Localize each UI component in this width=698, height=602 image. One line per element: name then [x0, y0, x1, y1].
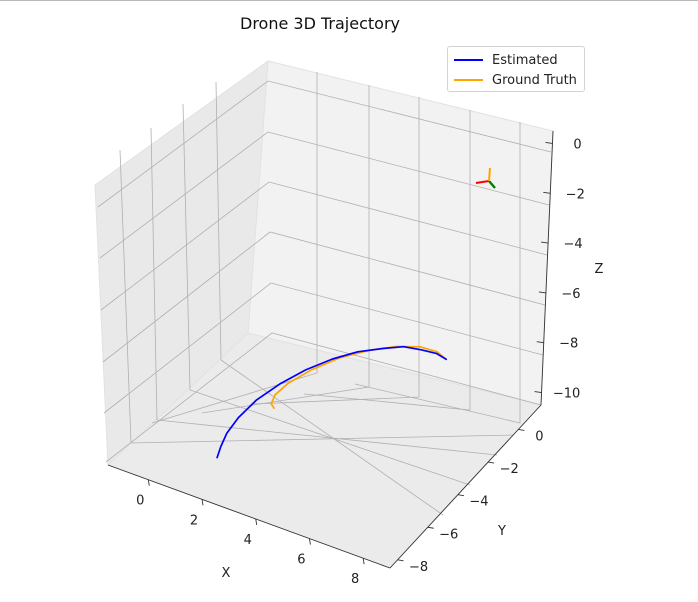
y-tick-label: −8	[409, 560, 428, 575]
y-axis-line	[389, 404, 542, 569]
origin-y-arrow	[488, 180, 496, 189]
z-tick-label: −10	[553, 387, 580, 402]
x-tick-mark	[201, 499, 204, 506]
origin-z-arrow	[488, 167, 491, 182]
chart-title: Drone 3D Trajectory	[240, 14, 400, 33]
series-layer	[216, 345, 448, 459]
x-axis-line	[107, 464, 391, 569]
legend-label-estimated: Estimated	[492, 52, 558, 68]
z-tick-label: −4	[564, 237, 583, 252]
y-tick-label: 0	[535, 429, 543, 444]
x-tick-label: 6	[297, 553, 305, 568]
grid-lines	[97, 72, 552, 516]
y-tick-mark	[457, 494, 465, 497]
origin-x-arrow	[475, 180, 490, 184]
y-tick-label: −2	[500, 462, 519, 477]
y-tick-mark	[518, 429, 525, 431]
y-tick-mark	[397, 559, 404, 562]
series-line-ground-truth	[270, 345, 448, 410]
x-tick-group: 0 2 4 6 8	[136, 479, 365, 587]
x-tick-mark	[362, 558, 365, 565]
z-tick-group: 0 −2 −4 −6 −8 −10	[534, 137, 585, 402]
z-tick-mark	[536, 341, 544, 344]
x-tick-label: 0	[136, 494, 144, 509]
y-axis-label: Y	[497, 524, 506, 539]
legend-item-estimated: Estimated	[454, 51, 558, 69]
z-axis-line	[540, 130, 554, 406]
z-tick-label: 0	[573, 137, 581, 152]
z-tick-mark	[541, 241, 549, 244]
z-tick-label: −8	[559, 337, 578, 352]
y-tick-mark	[427, 526, 434, 529]
z-tick-mark	[534, 391, 542, 393]
window-top-border	[0, 0, 698, 1]
legend-swatch-ground-truth	[454, 79, 483, 81]
origin-axes-marker	[475, 167, 496, 189]
y-tick-label: −6	[439, 527, 458, 542]
x-tick-label: 2	[190, 513, 198, 528]
x-tick-mark	[147, 479, 150, 486]
z-tick-mark	[543, 191, 551, 194]
z-tick-mark	[545, 142, 553, 144]
z-tick-label: −2	[566, 187, 585, 202]
x-tick-mark	[308, 538, 311, 545]
legend-swatch-estimated	[454, 59, 483, 61]
legend-label-ground-truth: Ground Truth	[492, 72, 577, 88]
y-tick-label: −4	[469, 495, 488, 510]
z-tick-label: −6	[561, 287, 580, 302]
z-axis-label: Z	[595, 262, 604, 277]
y-tick-mark	[488, 461, 495, 464]
x-axis-label: X	[222, 566, 231, 581]
x-tick-label: 4	[244, 533, 252, 548]
chart-legend: Estimated Ground Truth	[447, 46, 585, 92]
x-tick-mark	[255, 518, 258, 526]
z-tick-mark	[538, 291, 546, 294]
series-line-estimated	[216, 345, 448, 459]
legend-item-ground-truth: Ground Truth	[454, 71, 577, 89]
y-tick-group: 0 −2 −4 −6 −8	[397, 429, 543, 575]
x-tick-label: 8	[351, 572, 359, 587]
